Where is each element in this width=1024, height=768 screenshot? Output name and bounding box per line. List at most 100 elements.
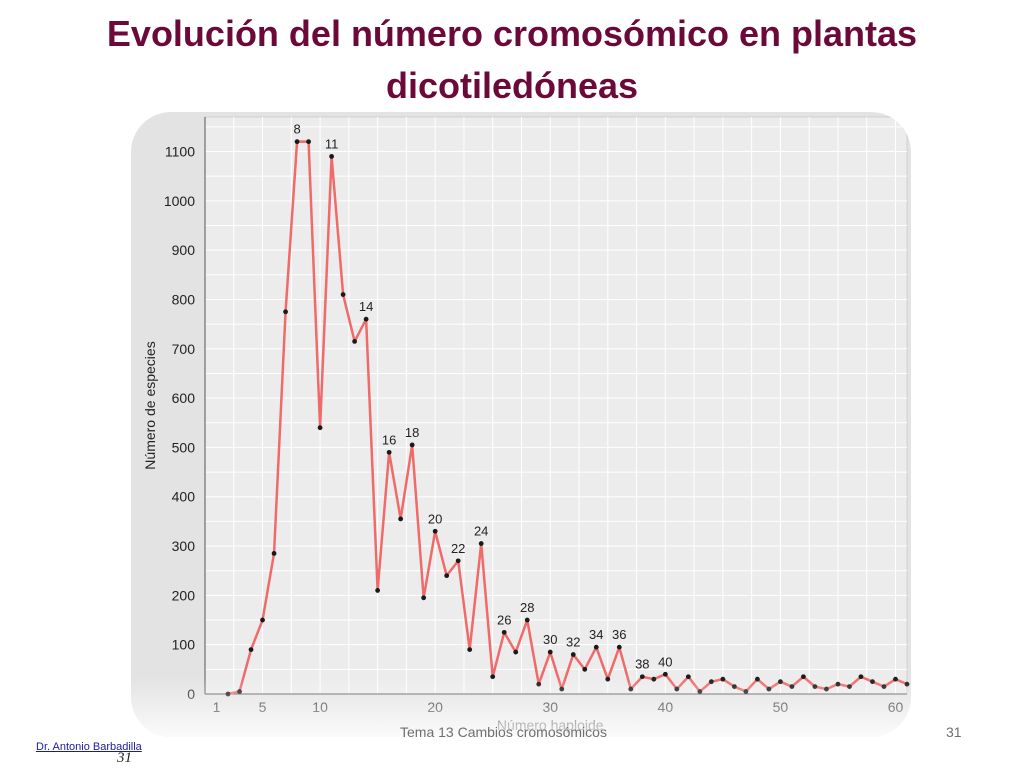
data-point <box>306 139 311 145</box>
data-point <box>283 309 288 315</box>
data-label: 34 <box>589 627 603 642</box>
y-tick-label: 700 <box>172 341 196 357</box>
x-tick-label: 60 <box>888 699 904 715</box>
data-label: 20 <box>428 511 442 526</box>
data-point <box>812 684 818 690</box>
data-point <box>271 551 277 556</box>
y-tick-label: 600 <box>172 390 196 406</box>
data-label: 8 <box>293 122 300 137</box>
slide-page-number: 31 <box>946 724 962 740</box>
data-point <box>766 686 772 692</box>
data-point <box>582 666 588 672</box>
author-link[interactable]: Dr. Antonio Barbadilla <box>36 741 142 753</box>
data-point <box>801 674 806 680</box>
data-label: 16 <box>382 432 396 447</box>
y-axis-title: Número de especies <box>142 341 158 469</box>
y-tick-label: 300 <box>172 538 196 554</box>
data-point <box>570 652 576 657</box>
data-point <box>501 629 507 635</box>
data-label: 26 <box>497 612 511 627</box>
data-point <box>662 671 668 677</box>
data-point <box>720 676 726 682</box>
data-point <box>847 684 852 690</box>
data-point <box>697 689 703 694</box>
data-label: 14 <box>359 299 373 314</box>
data-point <box>225 691 231 697</box>
data-point <box>893 676 898 682</box>
data-point <box>789 684 795 690</box>
data-label: 11 <box>325 136 339 151</box>
data-point <box>363 316 369 322</box>
x-tick-label: 30 <box>542 699 558 715</box>
data-point <box>352 338 358 344</box>
data-label: 40 <box>658 654 672 669</box>
data-point <box>559 686 565 692</box>
y-tick-label: 500 <box>172 439 196 455</box>
data-point <box>398 516 404 522</box>
data-point <box>858 674 864 680</box>
slide-footer: Tema 13 Cambios cromosómicos <box>400 724 607 740</box>
y-tick-label: 200 <box>172 587 196 603</box>
data-point <box>444 573 450 579</box>
y-tick-label: 400 <box>172 489 196 505</box>
data-point <box>455 558 461 564</box>
data-point <box>340 292 346 297</box>
data-point <box>778 679 783 685</box>
data-label: 18 <box>405 425 419 440</box>
data-label: 24 <box>474 524 488 539</box>
data-label: 30 <box>543 632 557 647</box>
data-point <box>835 681 841 687</box>
data-point <box>248 647 254 653</box>
data-point <box>547 649 553 655</box>
data-label: 38 <box>635 657 649 672</box>
data-point <box>639 674 645 680</box>
data-point <box>294 139 300 145</box>
data-point <box>478 541 484 546</box>
data-point <box>904 681 910 687</box>
data-point <box>317 425 323 431</box>
data-point <box>386 449 392 455</box>
data-label: 28 <box>520 600 534 615</box>
data-point <box>708 679 714 685</box>
data-label: 22 <box>451 541 465 556</box>
image-page-number: 31 <box>117 750 132 766</box>
data-point <box>628 686 634 692</box>
y-tick-label: 100 <box>172 637 196 653</box>
data-point <box>754 676 760 682</box>
data-point <box>674 686 680 692</box>
data-point <box>467 647 473 653</box>
data-point <box>237 689 242 694</box>
data-point <box>490 674 496 680</box>
y-tick-label: 0 <box>187 686 195 702</box>
chromosome-number-chart: 0 100 200 300 400 500 600 700 800 900 1000 1100 1 5 10… <box>142 116 910 733</box>
data-point <box>881 684 887 690</box>
data-point <box>421 595 427 601</box>
chart-frame: 0 100 200 300 400 500 600 700 800 900 1000 1100 1 5 10… <box>131 112 911 737</box>
y-tick-label: 900 <box>172 242 196 258</box>
x-tick-label: 10 <box>312 699 328 715</box>
data-point <box>329 154 334 159</box>
data-label: 36 <box>612 627 626 642</box>
slide-title: Evolución del número cromosómico en plan… <box>106 13 918 106</box>
data-point <box>616 644 622 650</box>
data-point <box>593 644 599 650</box>
data-point <box>375 588 381 593</box>
data-point <box>260 617 265 623</box>
data-point <box>870 679 875 685</box>
y-tick-label: 1100 <box>165 144 195 160</box>
x-tick-label: 5 <box>259 699 267 715</box>
data-point <box>824 686 829 692</box>
data-label: 32 <box>566 635 580 650</box>
data-point <box>685 674 691 680</box>
x-tick-label: 20 <box>427 699 443 715</box>
y-tick-label: 800 <box>172 291 196 307</box>
data-point <box>651 676 657 682</box>
data-point <box>743 689 749 694</box>
data-point <box>409 442 415 448</box>
data-point <box>524 617 530 623</box>
data-point <box>432 528 438 534</box>
data-point <box>536 681 542 687</box>
data-point <box>605 676 611 682</box>
data-point <box>513 649 519 655</box>
y-tick-label: 1000 <box>164 193 195 209</box>
